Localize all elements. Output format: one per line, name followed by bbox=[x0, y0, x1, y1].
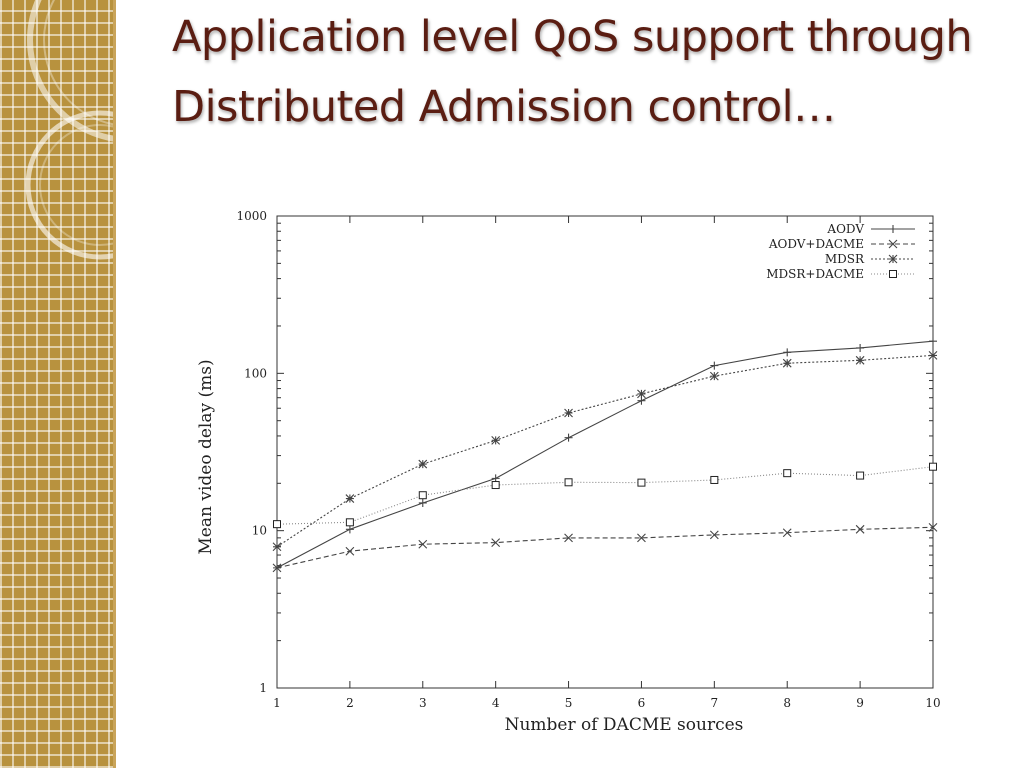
cross-marker bbox=[418, 539, 428, 549]
plus-marker bbox=[491, 474, 500, 483]
x-tick-label: 6 bbox=[638, 696, 646, 710]
plot-area bbox=[276, 215, 934, 689]
series-mdsr-dacme bbox=[273, 462, 937, 529]
plus-marker bbox=[856, 343, 865, 352]
cross-marker bbox=[491, 538, 501, 547]
x-tick-label: 5 bbox=[565, 696, 573, 710]
star-marker bbox=[272, 542, 282, 552]
star-marker bbox=[345, 494, 355, 503]
star-marker bbox=[855, 355, 865, 365]
x-tick-label: 9 bbox=[856, 696, 864, 710]
series-line bbox=[276, 354, 934, 548]
star-marker bbox=[418, 459, 428, 469]
y-tick-label: 1 bbox=[259, 681, 267, 695]
cross-marker bbox=[782, 528, 792, 538]
square-marker bbox=[889, 270, 897, 278]
cross-marker bbox=[272, 563, 282, 573]
x-tick-label: 2 bbox=[346, 696, 354, 710]
star-marker bbox=[928, 351, 938, 360]
decorative-sidebar bbox=[0, 0, 113, 768]
star-marker bbox=[888, 254, 898, 264]
square-marker bbox=[856, 471, 865, 480]
cross-marker bbox=[709, 530, 719, 540]
plus-marker bbox=[418, 498, 427, 507]
cross-marker bbox=[637, 533, 646, 543]
plot-frame bbox=[276, 215, 934, 689]
x-tick-label: 10 bbox=[925, 696, 940, 710]
square-marker bbox=[710, 475, 719, 484]
square-marker bbox=[929, 462, 937, 471]
square-marker bbox=[345, 518, 354, 527]
y-axis-label: Mean video delay (ms) bbox=[196, 359, 216, 554]
cross-marker bbox=[564, 533, 573, 543]
series-line bbox=[276, 466, 934, 525]
x-tick-label: 4 bbox=[492, 696, 500, 710]
series-aodv-dacme bbox=[272, 522, 938, 573]
legend-label: AODV bbox=[826, 222, 864, 236]
decorative-circles bbox=[25, 0, 113, 260]
star-marker bbox=[709, 371, 719, 381]
y-tick-label: 1000 bbox=[236, 209, 267, 223]
star-marker bbox=[637, 389, 646, 399]
y-tick-label: 100 bbox=[244, 366, 267, 380]
square-marker bbox=[637, 478, 646, 487]
plus-marker bbox=[637, 396, 646, 405]
cross-marker bbox=[855, 524, 865, 534]
legend-label: MDSR bbox=[825, 252, 865, 266]
series-line bbox=[276, 526, 934, 569]
square-marker bbox=[273, 520, 281, 529]
y-tick-label: 10 bbox=[252, 524, 267, 538]
legend-label: MDSR+DACME bbox=[766, 267, 864, 281]
legend-label: AODV+DACME bbox=[768, 237, 864, 251]
square-marker bbox=[564, 478, 573, 487]
cross-marker bbox=[888, 239, 898, 249]
series-line bbox=[276, 340, 934, 569]
x-tick-label: 8 bbox=[783, 696, 791, 710]
plus-marker bbox=[889, 225, 897, 233]
series-layer bbox=[272, 337, 938, 573]
x-axis-label: Number of DACME sources bbox=[505, 715, 744, 735]
plus-marker bbox=[783, 348, 792, 357]
x-tick-label: 1 bbox=[273, 696, 281, 710]
square-marker bbox=[783, 469, 792, 478]
star-marker bbox=[564, 408, 573, 418]
plus-marker bbox=[929, 337, 937, 346]
x-tick-label: 7 bbox=[711, 696, 719, 710]
series-mdsr bbox=[272, 351, 938, 552]
star-marker bbox=[782, 358, 792, 368]
series-aodv bbox=[273, 337, 937, 572]
x-tick-label: 3 bbox=[419, 696, 427, 710]
plus-marker bbox=[345, 525, 354, 534]
slide-title: Application level QoS support through Di… bbox=[172, 12, 973, 132]
star-marker bbox=[491, 435, 501, 445]
square-marker bbox=[418, 491, 427, 500]
plus-marker bbox=[564, 433, 573, 442]
cross-marker bbox=[928, 522, 938, 532]
cross-marker bbox=[345, 546, 355, 556]
plus-marker bbox=[710, 361, 719, 370]
sidebar-edge bbox=[113, 0, 116, 768]
axes: 1 10 100 1000 1 2 3 4 5 6 7 8 9 10 bbox=[236, 209, 940, 710]
square-marker bbox=[491, 481, 500, 490]
